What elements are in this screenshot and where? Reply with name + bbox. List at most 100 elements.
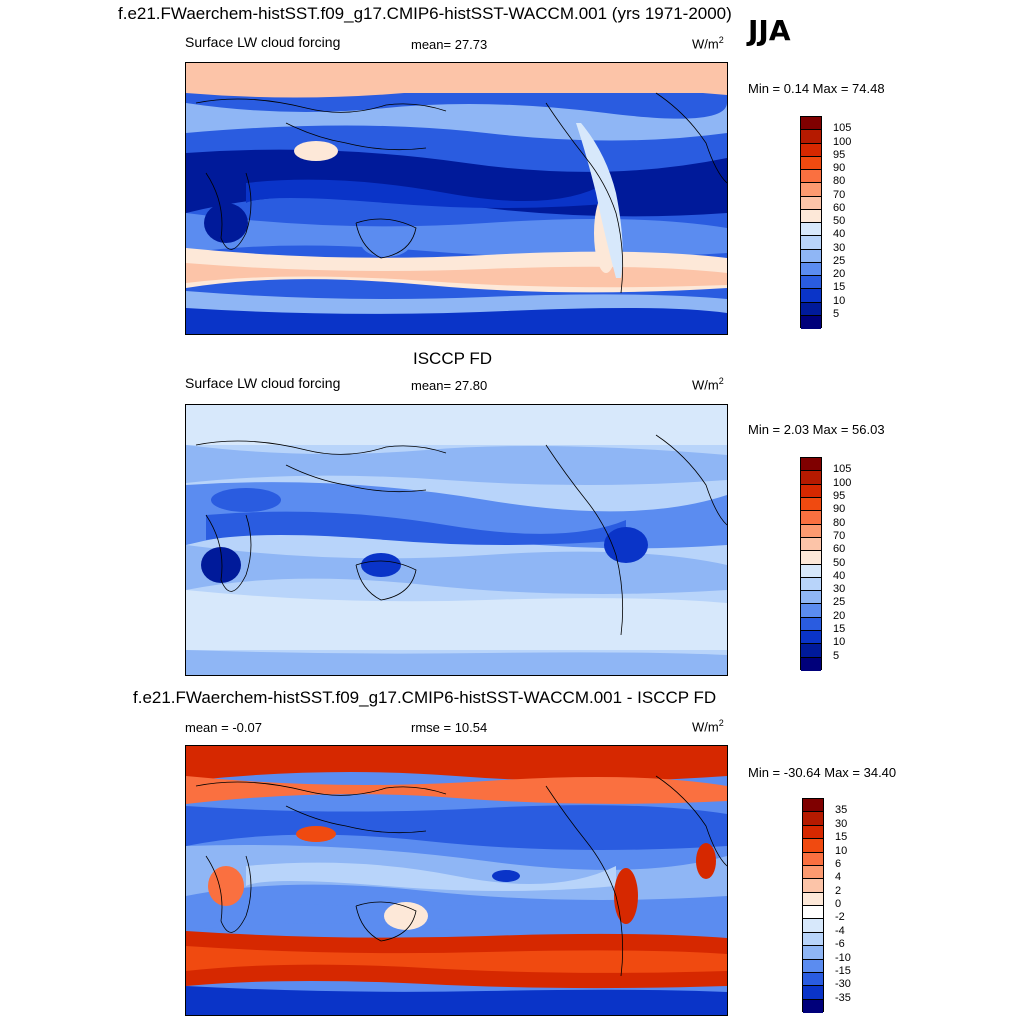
colorbar-tick-label: 2 <box>835 884 842 897</box>
colorbar-tick-label: 20 <box>833 268 846 280</box>
colorbar-segment <box>801 657 821 671</box>
colorbar-tick-label: 0 <box>835 898 842 910</box>
colorbar-segment <box>803 932 823 947</box>
colorbar-tick-label: 40 <box>833 228 846 241</box>
colorbar-segment <box>801 117 821 131</box>
panel-obs-colorbar <box>800 457 822 671</box>
colorbar-segment <box>803 825 823 840</box>
colorbar-tick-label: -2 <box>835 911 845 924</box>
panel-obs-units: W/m2 <box>692 376 724 393</box>
colorbar-segment <box>803 799 823 813</box>
colorbar-segment <box>801 143 821 157</box>
colorbar-segment <box>803 879 823 893</box>
colorbar-segment <box>801 511 821 525</box>
panel-model-mean: mean= 27.73 <box>411 37 488 52</box>
panel-diff-map <box>185 745 728 1016</box>
colorbar-tick-label: 5 <box>833 649 840 662</box>
panel-diff-mean: mean = -0.07 <box>185 720 262 735</box>
colorbar-segment <box>803 892 823 906</box>
colorbar-segment <box>803 865 823 880</box>
colorbar-segment <box>801 209 821 223</box>
colorbar-segment <box>801 644 821 658</box>
colorbar-tick-label: -6 <box>835 938 845 951</box>
panel-model-colorbar <box>800 116 822 329</box>
colorbar-segment <box>801 130 821 144</box>
colorbar-segment <box>801 537 821 552</box>
colorbar-tick-label: 90 <box>833 503 846 516</box>
colorbar-tick-label: 100 <box>833 476 852 489</box>
colorbar-tick-label: 10 <box>835 844 848 857</box>
colorbar-segment <box>801 183 821 197</box>
colorbar-tick-label: 80 <box>833 175 846 188</box>
colorbar-tick-label: 15 <box>833 623 846 636</box>
colorbar-segment <box>801 302 821 316</box>
colorbar-tick-label: 105 <box>833 463 852 476</box>
colorbar-segment <box>801 170 821 184</box>
colorbar-tick-label: 5 <box>833 307 840 320</box>
colorbar-segment <box>801 604 821 618</box>
colorbar-tick-label: -15 <box>835 964 851 977</box>
colorbar-tick-label: 15 <box>833 281 846 294</box>
panel-obs-minmax: Min = 2.03 Max = 56.03 <box>748 422 885 437</box>
panel-obs-heading: ISCCP FD <box>413 349 493 368</box>
panel-model-map <box>185 62 728 335</box>
colorbar-segment <box>803 852 823 866</box>
colorbar-tick-label: 50 <box>833 215 846 227</box>
colorbar-tick-label: 60 <box>833 201 846 214</box>
colorbar-segment <box>803 812 823 826</box>
colorbar-tick-label: 25 <box>833 596 846 609</box>
colorbar-segment <box>803 839 823 853</box>
colorbar-segment <box>803 919 823 933</box>
colorbar-tick-label: 30 <box>833 241 846 254</box>
colorbar-tick-label: 25 <box>833 254 846 267</box>
colorbar-segment <box>801 236 821 250</box>
colorbar-tick-label: 70 <box>833 188 846 201</box>
panel-diff-rmse: rmse = 10.54 <box>411 720 488 735</box>
colorbar-tick-label: 40 <box>833 569 846 582</box>
colorbar-tick-label: -30 <box>835 978 851 991</box>
panel-obs-map <box>185 404 728 676</box>
colorbar-segment <box>803 986 823 1000</box>
colorbar-segment <box>801 471 821 485</box>
colorbar-segment <box>801 577 821 592</box>
panel-obs-variable: Surface LW cloud forcing <box>185 375 341 391</box>
colorbar-segment <box>801 262 821 276</box>
colorbar-segment <box>803 946 823 960</box>
colorbar-segment <box>801 564 821 578</box>
colorbar-tick-label: 100 <box>833 135 852 148</box>
colorbar-tick-label: 4 <box>835 871 842 884</box>
colorbar-tick-label: 30 <box>833 583 846 596</box>
colorbar-segment <box>801 551 821 565</box>
colorbar-segment <box>801 484 821 498</box>
colorbar-segment <box>801 524 821 538</box>
colorbar-tick-label: -4 <box>835 924 845 937</box>
colorbar-tick-label: 35 <box>835 804 848 817</box>
colorbar-segment <box>801 591 821 605</box>
colorbar-segment <box>803 972 823 987</box>
panel-diff-minmax: Min = -30.64 Max = 34.40 <box>748 765 897 780</box>
panel-model-minmax: Min = 0.14 Max = 74.48 <box>748 81 885 96</box>
colorbar-segment <box>801 497 821 512</box>
colorbar-segment <box>801 458 821 472</box>
colorbar-tick-label: 90 <box>833 162 846 174</box>
main-title: f.e21.FWaerchem-histSST.f09_g17.CMIP6-hi… <box>118 4 732 23</box>
colorbar-segment <box>803 999 823 1013</box>
panel-diff-units: W/m2 <box>692 718 724 735</box>
colorbar-segment <box>801 315 821 329</box>
colorbar-tick-label: 6 <box>835 857 842 870</box>
colorbar-segment <box>801 249 821 263</box>
colorbar-segment <box>801 289 821 303</box>
colorbar-tick-label: 95 <box>833 489 846 502</box>
colorbar-tick-label: 95 <box>833 148 846 161</box>
colorbar-segment <box>803 906 823 920</box>
colorbar-tick-label: -10 <box>835 951 851 964</box>
colorbar-tick-label: 60 <box>833 543 846 556</box>
colorbar-segment <box>801 631 821 645</box>
panel-model-variable: Surface LW cloud forcing <box>185 34 341 50</box>
colorbar-segment <box>803 959 823 973</box>
colorbar-tick-label: 50 <box>833 556 846 569</box>
colorbar-tick-label: 10 <box>833 294 846 307</box>
colorbar-tick-label: 10 <box>833 636 846 649</box>
season-label: JJA <box>748 14 791 47</box>
colorbar-segment <box>801 223 821 237</box>
